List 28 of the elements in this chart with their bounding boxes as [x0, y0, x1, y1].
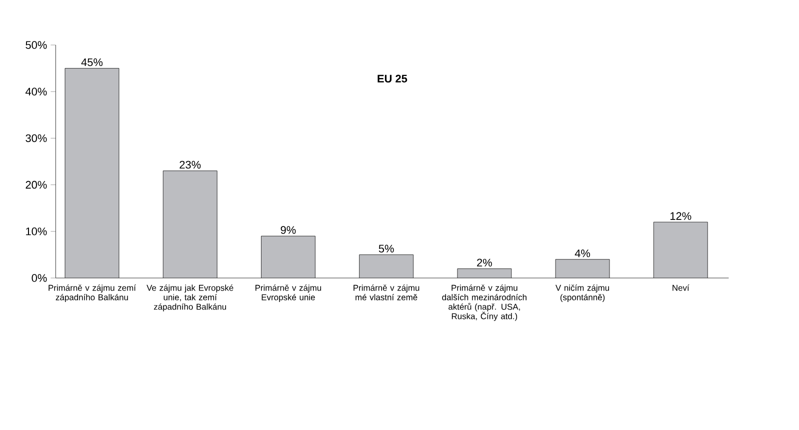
- y-tick-label: 0%: [32, 274, 47, 282]
- bar: [261, 236, 316, 278]
- x-tick-label: Primárně v zájmu dalších mezinárodních aktérů (např. USA, Ruska, Číny atd.): [442, 284, 526, 321]
- data-label: 4%: [574, 250, 590, 258]
- bar: [556, 259, 610, 278]
- x-tick-label: Primárně v zájmu mé vlastní země: [354, 284, 420, 300]
- data-label: 2%: [477, 258, 492, 266]
- data-label: 23%: [180, 160, 201, 169]
- bar: [653, 222, 708, 278]
- y-tick-label: 50%: [26, 41, 47, 49]
- data-label: 45%: [81, 58, 103, 66]
- bar: [163, 170, 218, 278]
- data-label: 9%: [280, 226, 296, 234]
- x-tick-label: Neví: [672, 284, 690, 291]
- y-tick-label: 40%: [25, 88, 47, 96]
- x-tick-label: Primárně v zájmu zemí západního Balkánu: [48, 284, 136, 302]
- x-tick-label: V ničím zájmu (spontánně): [556, 284, 610, 302]
- bar: [359, 254, 414, 278]
- text: EU 25: [378, 74, 408, 83]
- data-label: 5%: [378, 244, 394, 252]
- y-tick-label: 10%: [26, 228, 47, 236]
- y-tick-label: 20%: [26, 180, 47, 189]
- bar: [65, 68, 119, 278]
- bar: [457, 268, 512, 278]
- data-label: 12%: [670, 212, 692, 220]
- x-tick-label: Ve zájmu jak Evropské unie, tak zemí západního Balkánu: [146, 284, 234, 312]
- y-tick-label: 30%: [26, 134, 47, 142]
- x-tick-label: Primárně v zájmu Evropské unie: [255, 284, 322, 302]
